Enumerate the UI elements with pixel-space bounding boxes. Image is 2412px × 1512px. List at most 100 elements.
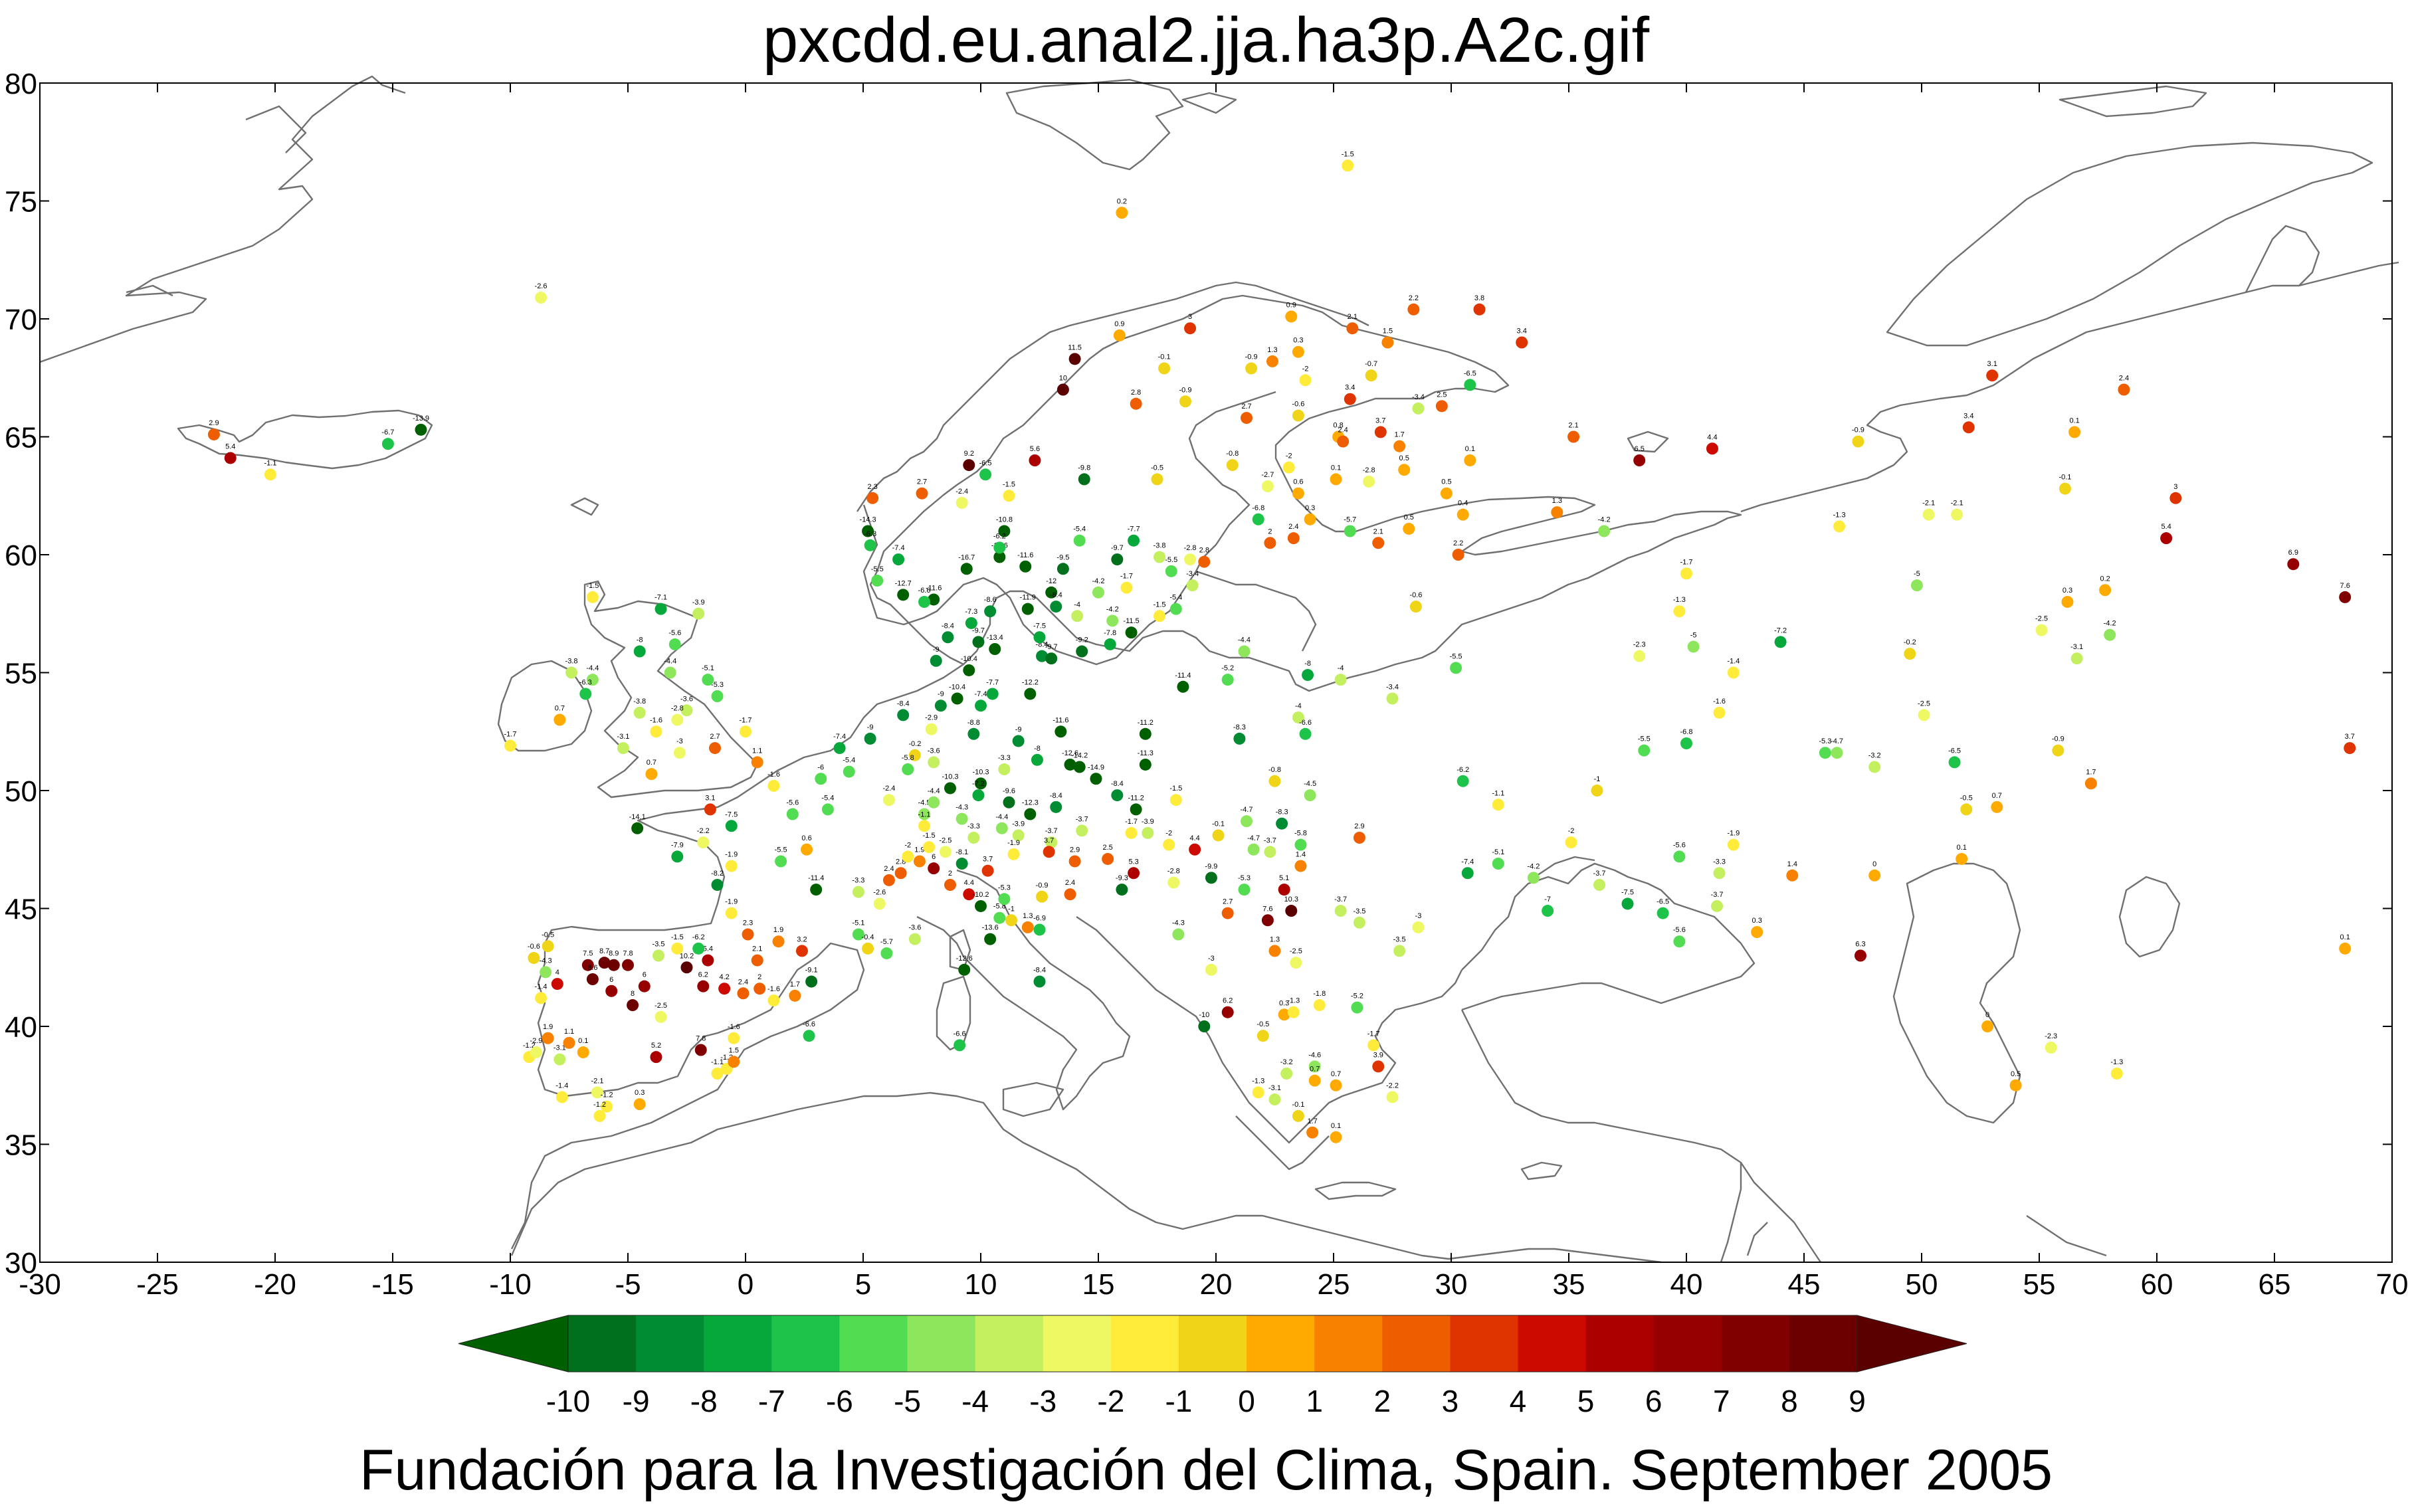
- station-point: [1334, 674, 1347, 686]
- station-value-label: 2.4: [738, 978, 748, 986]
- station-value-label: 0.7: [555, 705, 565, 713]
- station-point: [692, 942, 705, 955]
- station-point: [607, 959, 620, 971]
- station-value-label: 1.7: [790, 981, 800, 989]
- station-value-label: 8.6: [587, 964, 597, 972]
- station-value-label: 1.3: [1023, 912, 1033, 920]
- station-value-label: 2.7: [1223, 898, 1233, 906]
- station-point: [1440, 487, 1453, 500]
- anatolia-coast: [1460, 1009, 1821, 1263]
- station-point: [2104, 628, 2116, 641]
- station-value-label: -9: [1015, 725, 1022, 733]
- station-value-label: -2.8: [1363, 466, 1375, 474]
- station-point: [2118, 383, 2130, 396]
- x-tick-label: -5: [615, 1268, 641, 1301]
- station-value-label: 2.1: [1373, 527, 1383, 535]
- station-value-label: -5.4: [1073, 525, 1086, 533]
- station-point: [2339, 942, 2352, 955]
- station-point: [1393, 945, 1406, 957]
- station-value-label: -13.9: [413, 415, 429, 423]
- station-point: [880, 947, 893, 959]
- station-value-label: -4.4: [664, 658, 676, 666]
- station-value-label: -3.5: [1353, 907, 1365, 915]
- station-point: [1071, 610, 1084, 622]
- station-point: [1330, 1131, 1342, 1143]
- station-point: [627, 999, 639, 1012]
- station-point: [939, 846, 952, 858]
- station-point: [1831, 747, 1843, 759]
- corsica-coast: [949, 929, 971, 971]
- station-value-label: -3.7: [1593, 870, 1606, 878]
- station-point: [2169, 492, 2182, 504]
- station-value-label: 0.7: [1992, 792, 2002, 800]
- colorbar-label: -4: [961, 1384, 989, 1418]
- station-value-label: -5.6: [786, 799, 799, 807]
- station-point: [805, 975, 818, 988]
- station-point: [972, 789, 985, 802]
- station-value-label: 2.5: [1437, 391, 1447, 399]
- station-point: [1007, 848, 1020, 860]
- station-point: [671, 942, 684, 955]
- station-value-label: -4.6: [1308, 1051, 1321, 1059]
- station-point: [767, 779, 780, 792]
- station-point: [930, 654, 942, 667]
- station-point: [1045, 586, 1058, 599]
- station-value-label: -6.2: [692, 933, 705, 941]
- gulf-of-bothnia-coast: [1195, 570, 1317, 652]
- x-tick-label: 45: [1788, 1268, 1821, 1301]
- station-value-label: -4.2: [2104, 620, 2116, 628]
- station-value-label: -5.4: [843, 757, 855, 765]
- station-point: [1657, 907, 1669, 919]
- station-point: [1036, 650, 1049, 662]
- colorbar-label: -6: [826, 1384, 853, 1418]
- station-value-label: 1.7: [1307, 1117, 1317, 1125]
- colorbar-swatch: [1450, 1315, 1518, 1372]
- station-value-label: 0.3: [635, 1089, 645, 1097]
- station-point: [1904, 648, 1916, 660]
- station-value-label: 1.1: [564, 1028, 574, 1036]
- station-point: [892, 553, 905, 566]
- station-point: [942, 631, 954, 644]
- station-point: [725, 820, 738, 832]
- station-value-label: 4.2: [719, 973, 729, 981]
- station-value-label: -6.8: [1252, 504, 1264, 512]
- station-value-label: -3.7: [1334, 896, 1347, 903]
- station-point: [1337, 435, 1350, 448]
- station-value-label: 0.4: [1458, 500, 1468, 508]
- station-point: [711, 1068, 724, 1080]
- station-point: [697, 980, 710, 992]
- station-value-label: 8.9: [609, 950, 619, 958]
- station-value-label: -0.9: [1179, 386, 1191, 394]
- station-point: [1304, 789, 1316, 802]
- station-point: [1673, 605, 1686, 618]
- station-value-label: -1.5: [1169, 785, 1182, 793]
- arctic-island: [2059, 85, 2207, 118]
- station-point: [593, 1109, 606, 1122]
- y-tick-label: 50: [5, 775, 37, 808]
- station-point: [960, 563, 973, 575]
- station-point: [1120, 581, 1133, 594]
- station-value-label: -4.4: [1238, 636, 1251, 644]
- station-point: [862, 525, 874, 537]
- station-point: [540, 966, 552, 979]
- station-value-label: -10: [1199, 1011, 1209, 1019]
- station-value-label: -8: [1304, 660, 1311, 668]
- station-value-label: -2: [1302, 365, 1309, 373]
- station-point: [638, 980, 651, 992]
- station-value-label: 0.5: [1399, 454, 1409, 462]
- station-point: [725, 860, 738, 872]
- station-point: [1003, 490, 1015, 502]
- cyprus-coast: [1520, 1161, 1563, 1181]
- station-point: [1287, 1006, 1300, 1018]
- station-value-label: -7.5: [725, 810, 738, 818]
- station-value-label: -2.5: [2035, 615, 2048, 623]
- station-point: [1142, 826, 1154, 839]
- station-point: [882, 874, 895, 886]
- station-point: [995, 822, 1008, 834]
- station-point: [1330, 1079, 1342, 1091]
- station-point: [718, 983, 731, 995]
- station-point: [1221, 674, 1234, 686]
- station-point: [1918, 709, 1930, 721]
- station-point: [1056, 383, 1069, 396]
- station-value-label: -5.4: [1169, 594, 1182, 602]
